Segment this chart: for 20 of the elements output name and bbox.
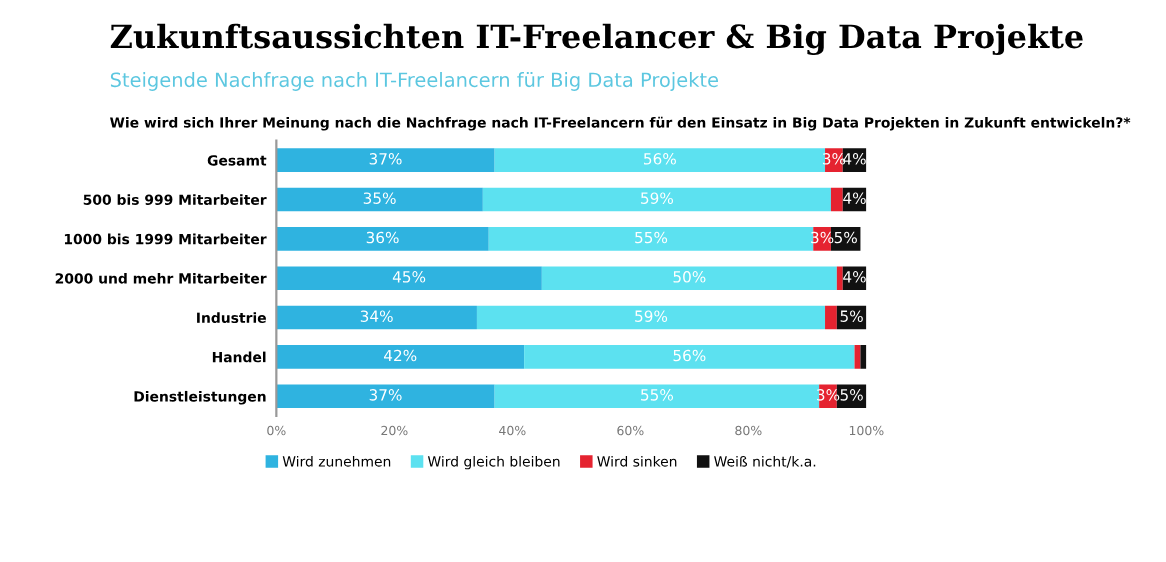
chart-title: Zukunftsaussichten IT-Freelancer & Big Data Projekte [110, 23, 1083, 56]
bar [276, 305, 477, 330]
bar [276, 148, 495, 172]
bar [541, 266, 837, 290]
bar [276, 227, 489, 251]
bar [276, 266, 542, 290]
bar [860, 345, 867, 369]
bar [494, 148, 826, 172]
chart-subtitle: Steigende Nachfrage nach IT-Freelancern für Big Data Projekte [110, 72, 718, 91]
bar [476, 305, 826, 330]
bar [488, 227, 814, 251]
bar [276, 384, 495, 409]
bar [830, 187, 843, 212]
bar [825, 305, 837, 330]
bar [276, 187, 483, 212]
bar [524, 345, 855, 369]
bar [276, 345, 525, 369]
bar [494, 384, 820, 409]
bar [836, 266, 843, 290]
bar [482, 187, 831, 212]
